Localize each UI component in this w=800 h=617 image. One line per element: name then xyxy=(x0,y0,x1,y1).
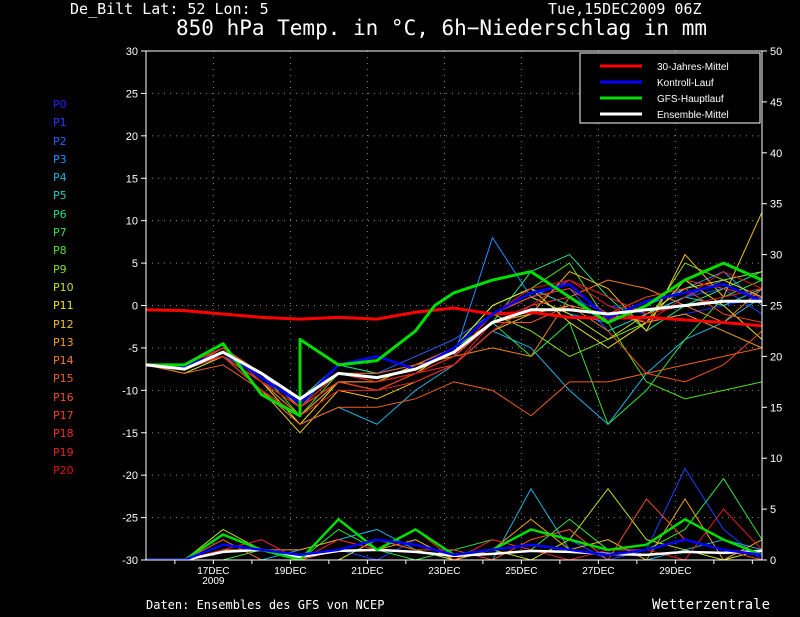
y-right-tick-label: 20 xyxy=(770,351,782,363)
member-label-p7: P7 xyxy=(53,226,67,240)
member-line xyxy=(146,253,762,400)
member-label-p15: P15 xyxy=(53,372,74,386)
series-line xyxy=(146,299,762,401)
y-right-tick-label: 5 xyxy=(770,504,776,516)
member-label-p18: P18 xyxy=(53,427,74,441)
x-tick-label: 27DEC xyxy=(582,566,614,577)
y-right-tick-label: 25 xyxy=(770,301,782,313)
member-label-p6: P6 xyxy=(53,207,67,221)
legend-label: 30-Jahres-Mittel xyxy=(657,62,729,73)
plot-frame xyxy=(145,50,763,561)
location-label: De_Bilt Lat: 52 Lon: 5 xyxy=(70,0,269,18)
member-label-p16: P16 xyxy=(53,390,74,404)
series-line xyxy=(146,306,762,328)
x-tick-sublabel: 2009 xyxy=(202,576,225,587)
series-line xyxy=(146,261,762,418)
ensemble-member-list: P0 P1 P2 P3 P4 P5 P6 P7 P8 P9 P10 P11 P12 P13 P14 P15 P1… xyxy=(53,98,93,482)
y-right-tick-label: 45 xyxy=(770,97,782,109)
y-left-tick-label: -25 xyxy=(122,513,138,525)
precip-member-line xyxy=(146,498,762,560)
member-line xyxy=(146,347,762,425)
legend-label: GFS-Hauptlauf xyxy=(657,94,724,105)
y-left-tick-label: 10 xyxy=(126,216,138,228)
member-label-p17: P17 xyxy=(53,409,74,423)
y-left-tick-label: -5 xyxy=(128,343,138,355)
legend-label: Ensemble-Mittel xyxy=(657,110,729,121)
x-tick-label: 23DEC xyxy=(428,566,460,577)
member-label-p0: P0 xyxy=(53,98,67,111)
y-left-tick-label: 0 xyxy=(132,301,138,313)
y-right-tick-label: 50 xyxy=(770,46,782,58)
member-line xyxy=(146,211,762,434)
chart-title: 850 hPa Temp. in °C, 6h−Niederschlag in … xyxy=(176,16,708,40)
x-tick-label: 17DEC xyxy=(197,566,229,577)
precip-line xyxy=(146,538,762,560)
y-right-tick-label: 40 xyxy=(770,148,782,160)
y-left-tick-label: 15 xyxy=(126,173,138,185)
member-label-p2: P2 xyxy=(53,134,67,148)
y-right-tick-label: 15 xyxy=(770,402,782,414)
data-source-label: Daten: Ensembles des GFS von NCEP xyxy=(146,598,385,612)
member-label-p3: P3 xyxy=(53,152,67,166)
plot-layer xyxy=(146,51,762,560)
y-left-tick-label: -30 xyxy=(122,555,138,567)
member-label-p9: P9 xyxy=(53,262,67,276)
member-label-p1: P1 xyxy=(53,116,67,130)
legend-label: Kontroll-Lauf xyxy=(657,78,714,89)
member-label-p5: P5 xyxy=(53,189,67,203)
y-left-tick-label: 5 xyxy=(132,258,138,270)
member-label-p8: P8 xyxy=(53,244,67,258)
run-time-label: Tue,15DEC2009 06Z xyxy=(548,0,702,18)
x-tick-label: 29DEC xyxy=(659,566,691,577)
member-line xyxy=(146,236,762,417)
x-tick-label: 21DEC xyxy=(351,566,383,577)
x-tick-label: 19DEC xyxy=(274,566,306,577)
y-left-tick-label: -15 xyxy=(122,428,138,440)
x-tick-label: 25DEC xyxy=(505,566,537,577)
y-left-tick-label: -20 xyxy=(122,470,138,482)
y-right-tick-label: 10 xyxy=(770,453,782,465)
y-right-tick-label: 0 xyxy=(770,555,776,567)
y-right-tick-label: 35 xyxy=(770,199,782,211)
y-left-tick-label: -10 xyxy=(122,385,138,397)
member-label-p11: P11 xyxy=(53,299,74,313)
member-label-p20: P20 xyxy=(53,463,74,477)
series-line xyxy=(146,283,762,405)
y-right-tick-label: 30 xyxy=(770,250,782,262)
member-label-p10: P10 xyxy=(53,280,74,294)
member-label-p14: P14 xyxy=(53,354,74,368)
y-left-tick-label: 20 xyxy=(126,131,138,143)
member-label-p4: P4 xyxy=(53,171,67,185)
brand-label: Wetterzentrale xyxy=(652,597,771,613)
member-label-p13: P13 xyxy=(53,335,74,349)
y-left-tick-label: 30 xyxy=(126,46,138,58)
member-label-p19: P19 xyxy=(53,445,74,459)
member-label-p12: P12 xyxy=(53,317,74,331)
y-left-tick-label: 25 xyxy=(126,88,138,100)
